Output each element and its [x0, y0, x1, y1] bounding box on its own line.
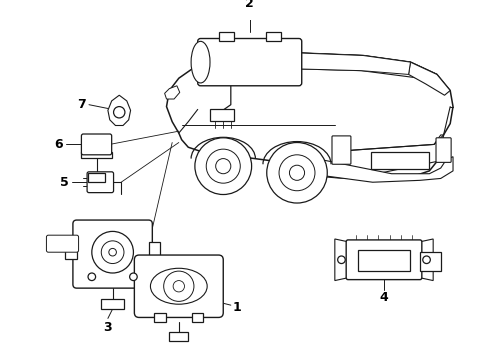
Polygon shape — [167, 53, 453, 179]
Bar — [371, 152, 429, 169]
Circle shape — [423, 256, 430, 264]
FancyBboxPatch shape — [134, 255, 223, 318]
Circle shape — [130, 273, 137, 280]
Circle shape — [216, 159, 231, 174]
Circle shape — [338, 256, 345, 264]
Circle shape — [164, 271, 194, 301]
Bar — [65, 242, 77, 259]
Polygon shape — [335, 135, 443, 179]
Bar — [358, 250, 411, 271]
Text: 2: 2 — [245, 0, 254, 10]
Circle shape — [92, 231, 133, 273]
FancyBboxPatch shape — [346, 240, 422, 280]
Circle shape — [267, 143, 327, 203]
Bar — [266, 32, 281, 41]
Polygon shape — [108, 95, 130, 126]
Circle shape — [101, 241, 124, 264]
Bar — [81, 152, 112, 158]
Polygon shape — [420, 239, 433, 280]
FancyBboxPatch shape — [332, 136, 351, 164]
Bar — [101, 300, 124, 309]
Text: 3: 3 — [103, 321, 112, 334]
Circle shape — [279, 155, 315, 191]
FancyBboxPatch shape — [87, 172, 114, 193]
Bar — [88, 173, 105, 182]
Bar — [170, 332, 188, 341]
Circle shape — [88, 273, 96, 280]
Bar — [148, 242, 160, 259]
Text: 6: 6 — [54, 138, 63, 151]
Polygon shape — [165, 86, 180, 99]
Polygon shape — [198, 53, 437, 78]
Ellipse shape — [150, 268, 207, 304]
Text: 5: 5 — [60, 176, 69, 189]
FancyBboxPatch shape — [198, 39, 302, 86]
Text: 1: 1 — [233, 301, 242, 315]
Bar — [192, 313, 203, 322]
Circle shape — [290, 165, 305, 180]
Circle shape — [173, 280, 184, 292]
Text: 7: 7 — [77, 98, 86, 111]
Polygon shape — [198, 57, 236, 78]
FancyBboxPatch shape — [47, 235, 78, 252]
Bar — [219, 32, 234, 41]
Bar — [154, 313, 166, 322]
Circle shape — [109, 248, 117, 256]
Bar — [420, 252, 441, 271]
Circle shape — [114, 107, 125, 118]
Polygon shape — [409, 62, 450, 95]
Ellipse shape — [191, 41, 210, 83]
FancyBboxPatch shape — [81, 134, 112, 155]
Polygon shape — [276, 157, 453, 182]
Polygon shape — [335, 239, 348, 280]
Circle shape — [195, 138, 252, 194]
FancyBboxPatch shape — [73, 220, 152, 288]
Circle shape — [206, 149, 240, 183]
Text: 4: 4 — [380, 291, 389, 304]
FancyBboxPatch shape — [436, 138, 451, 162]
Bar — [210, 109, 234, 121]
Polygon shape — [236, 53, 411, 75]
